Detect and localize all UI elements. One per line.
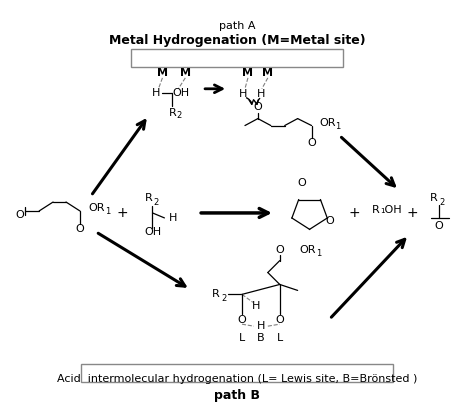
Text: path B: path B xyxy=(214,389,260,402)
Text: 2: 2 xyxy=(439,198,445,207)
Text: 2: 2 xyxy=(221,294,227,303)
Text: R: R xyxy=(372,205,380,215)
Text: H: H xyxy=(257,89,265,99)
Text: R: R xyxy=(430,193,438,203)
Text: OR: OR xyxy=(89,203,105,213)
Text: +: + xyxy=(406,206,418,220)
Text: H: H xyxy=(168,213,177,223)
Text: O: O xyxy=(325,216,334,226)
Text: O: O xyxy=(275,315,284,325)
Text: O: O xyxy=(297,178,306,188)
Text: 2: 2 xyxy=(177,111,182,120)
Text: R: R xyxy=(145,193,153,203)
Text: OR: OR xyxy=(319,117,336,128)
Bar xyxy=(81,364,393,382)
Text: H: H xyxy=(257,321,265,331)
Text: OR: OR xyxy=(300,245,316,255)
Text: B: B xyxy=(257,333,264,343)
Text: OH: OH xyxy=(144,227,161,237)
Text: H: H xyxy=(239,89,247,99)
Text: O: O xyxy=(75,224,84,234)
Bar xyxy=(131,49,343,67)
Text: M: M xyxy=(180,68,191,78)
Text: Metal Hydrogenation (M=Metal site): Metal Hydrogenation (M=Metal site) xyxy=(109,34,365,47)
Text: +: + xyxy=(348,206,360,220)
Text: O: O xyxy=(435,221,443,231)
Text: O: O xyxy=(254,102,262,112)
Text: OH: OH xyxy=(173,88,190,98)
Text: 1: 1 xyxy=(317,249,322,258)
Text: ₁OH: ₁OH xyxy=(380,205,402,215)
Text: O: O xyxy=(307,138,316,148)
Text: +: + xyxy=(117,206,128,220)
Text: R: R xyxy=(212,290,220,299)
Text: M: M xyxy=(157,68,168,78)
Text: 2: 2 xyxy=(154,198,159,207)
Text: H: H xyxy=(152,88,161,98)
Text: O: O xyxy=(237,315,246,325)
Text: R: R xyxy=(168,108,176,118)
Text: 1: 1 xyxy=(105,207,110,216)
Text: L: L xyxy=(277,333,283,343)
Text: L: L xyxy=(239,333,245,343)
Text: 1: 1 xyxy=(336,122,341,131)
Text: M: M xyxy=(242,68,254,78)
Text: H: H xyxy=(252,301,260,311)
Text: M: M xyxy=(262,68,273,78)
Text: path A: path A xyxy=(219,21,255,31)
Text: O: O xyxy=(15,210,24,220)
Text: Acid  intermolecular hydrogenation (L= Lewis site, B=Brönsted ): Acid intermolecular hydrogenation (L= Le… xyxy=(57,374,417,384)
Text: O: O xyxy=(275,245,284,255)
